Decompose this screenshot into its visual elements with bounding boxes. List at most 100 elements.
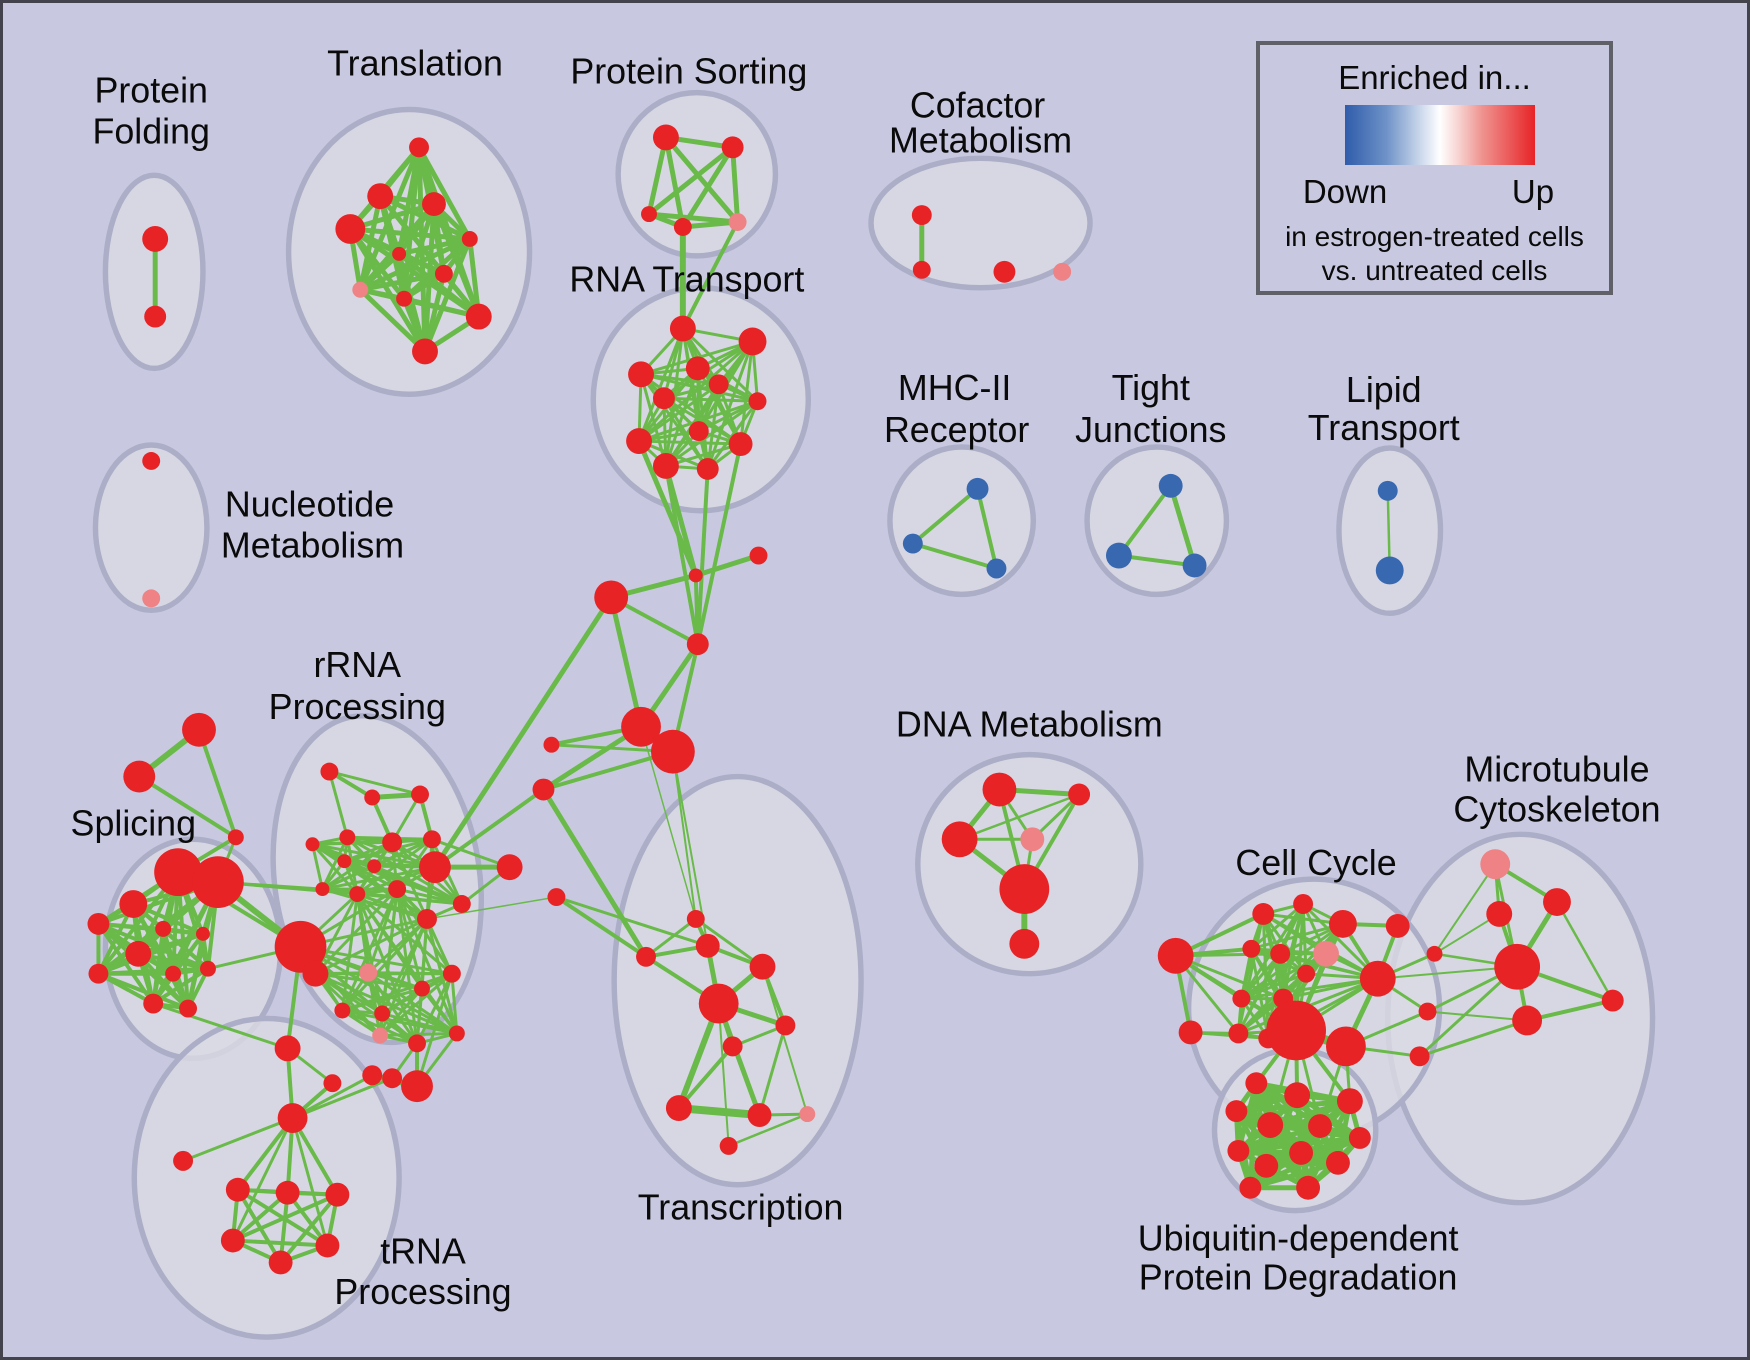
node-mh2[interactable]	[902, 533, 923, 554]
node-rr6[interactable]	[382, 832, 403, 853]
node-tg[interactable]	[362, 1065, 383, 1086]
node-r8[interactable]	[626, 428, 652, 455]
node-sp3[interactable]	[119, 890, 148, 918]
node-u4[interactable]	[1225, 1100, 1248, 1123]
node-u9[interactable]	[1254, 1153, 1279, 1178]
node-cc10[interactable]	[1359, 960, 1396, 997]
node-m5[interactable]	[1601, 989, 1624, 1012]
node-rr18[interactable]	[414, 980, 430, 997]
node-sp8[interactable]	[88, 963, 109, 984]
node-u8[interactable]	[1227, 1139, 1250, 1162]
node-ps1[interactable]	[652, 124, 679, 151]
node-h1[interactable]	[621, 706, 661, 747]
node-rr15[interactable]	[334, 1002, 351, 1019]
node-rr12[interactable]	[388, 880, 407, 899]
node-rr13[interactable]	[417, 908, 437, 929]
node-m4[interactable]	[1494, 943, 1541, 990]
node-ps4[interactable]	[673, 218, 692, 236]
node-ps2[interactable]	[721, 136, 744, 159]
node-cf2[interactable]	[912, 260, 931, 279]
node-t9[interactable]	[396, 290, 413, 307]
node-cf3[interactable]	[993, 260, 1016, 283]
node-d3[interactable]	[941, 821, 978, 858]
node-tx9[interactable]	[747, 1103, 772, 1128]
node-ps5[interactable]	[728, 213, 747, 231]
node-d1[interactable]	[982, 772, 1017, 807]
node-cc12[interactable]	[1228, 1023, 1249, 1044]
node-h2[interactable]	[650, 729, 695, 774]
node-u3[interactable]	[1336, 1088, 1363, 1115]
node-tk[interactable]	[401, 1070, 433, 1103]
node-t7[interactable]	[434, 264, 453, 283]
node-rr3[interactable]	[411, 785, 429, 804]
node-rr21[interactable]	[448, 1025, 465, 1042]
node-hub2[interactable]	[1326, 1026, 1366, 1067]
node-rr5[interactable]	[339, 829, 356, 846]
node-u12[interactable]	[1239, 1176, 1262, 1199]
node-m6[interactable]	[1512, 1005, 1543, 1036]
node-c4[interactable]	[686, 633, 709, 656]
node-c3[interactable]	[594, 580, 629, 615]
node-tx3[interactable]	[695, 933, 720, 958]
node-b2[interactable]	[1418, 1002, 1437, 1021]
node-rrP2[interactable]	[372, 1027, 389, 1044]
node-t1[interactable]	[409, 137, 429, 158]
node-cc5[interactable]	[1270, 943, 1291, 964]
node-th[interactable]	[277, 1103, 308, 1133]
node-t5[interactable]	[461, 230, 478, 247]
node-d5[interactable]	[999, 864, 1050, 914]
node-t2[interactable]	[335, 214, 366, 244]
node-lt1[interactable]	[1377, 480, 1398, 501]
node-u6[interactable]	[1308, 1114, 1332, 1138]
node-cf1[interactable]	[911, 205, 932, 226]
node-t11[interactable]	[412, 338, 438, 365]
node-rr25[interactable]	[496, 854, 523, 881]
node-sp1[interactable]	[154, 848, 202, 897]
node-tr3[interactable]	[227, 829, 244, 846]
node-rrP1[interactable]	[359, 963, 378, 982]
node-rr23[interactable]	[323, 1074, 342, 1093]
node-r5[interactable]	[708, 374, 729, 395]
node-sp4[interactable]	[87, 912, 110, 935]
node-sp10[interactable]	[199, 960, 216, 977]
node-ps3[interactable]	[641, 206, 657, 223]
node-r12[interactable]	[728, 432, 753, 456]
node-u10[interactable]	[1289, 1140, 1314, 1165]
node-u5[interactable]	[1257, 1112, 1284, 1138]
node-rrH2[interactable]	[302, 960, 329, 987]
node-u11[interactable]	[1326, 1150, 1350, 1175]
node-sp11[interactable]	[143, 993, 164, 1014]
node-lt2[interactable]	[1375, 556, 1404, 585]
node-rrH[interactable]	[274, 920, 327, 973]
node-sp5[interactable]	[155, 920, 172, 937]
node-d2[interactable]	[1068, 783, 1091, 806]
node-tr2[interactable]	[123, 760, 156, 793]
node-sp9[interactable]	[165, 965, 182, 982]
node-cf4[interactable]	[1053, 262, 1072, 281]
node-m2[interactable]	[1543, 888, 1571, 916]
node-rr9[interactable]	[367, 859, 382, 874]
node-rr4[interactable]	[305, 837, 320, 852]
node-tj2[interactable]	[1105, 542, 1132, 569]
node-c2[interactable]	[688, 568, 703, 583]
node-cc3[interactable]	[1328, 909, 1357, 938]
node-nm2[interactable]	[142, 589, 161, 608]
node-b3[interactable]	[1409, 1046, 1430, 1067]
node-rr2[interactable]	[364, 789, 381, 806]
node-tb[interactable]	[275, 1180, 300, 1205]
node-r11[interactable]	[696, 457, 719, 480]
node-tc[interactable]	[325, 1182, 350, 1207]
node-tx8[interactable]	[665, 1095, 692, 1122]
node-cc2[interactable]	[1293, 894, 1314, 914]
node-r1[interactable]	[669, 315, 696, 342]
node-pf2[interactable]	[144, 305, 167, 328]
node-l2[interactable]	[532, 778, 555, 801]
node-sp7[interactable]	[125, 940, 152, 967]
node-tx1[interactable]	[686, 909, 705, 928]
node-t3[interactable]	[367, 183, 394, 210]
node-rr8[interactable]	[337, 854, 352, 869]
node-ta[interactable]	[225, 1177, 250, 1202]
node-t6[interactable]	[392, 246, 407, 261]
node-tx5[interactable]	[698, 983, 739, 1024]
node-cc7[interactable]	[1297, 964, 1316, 983]
